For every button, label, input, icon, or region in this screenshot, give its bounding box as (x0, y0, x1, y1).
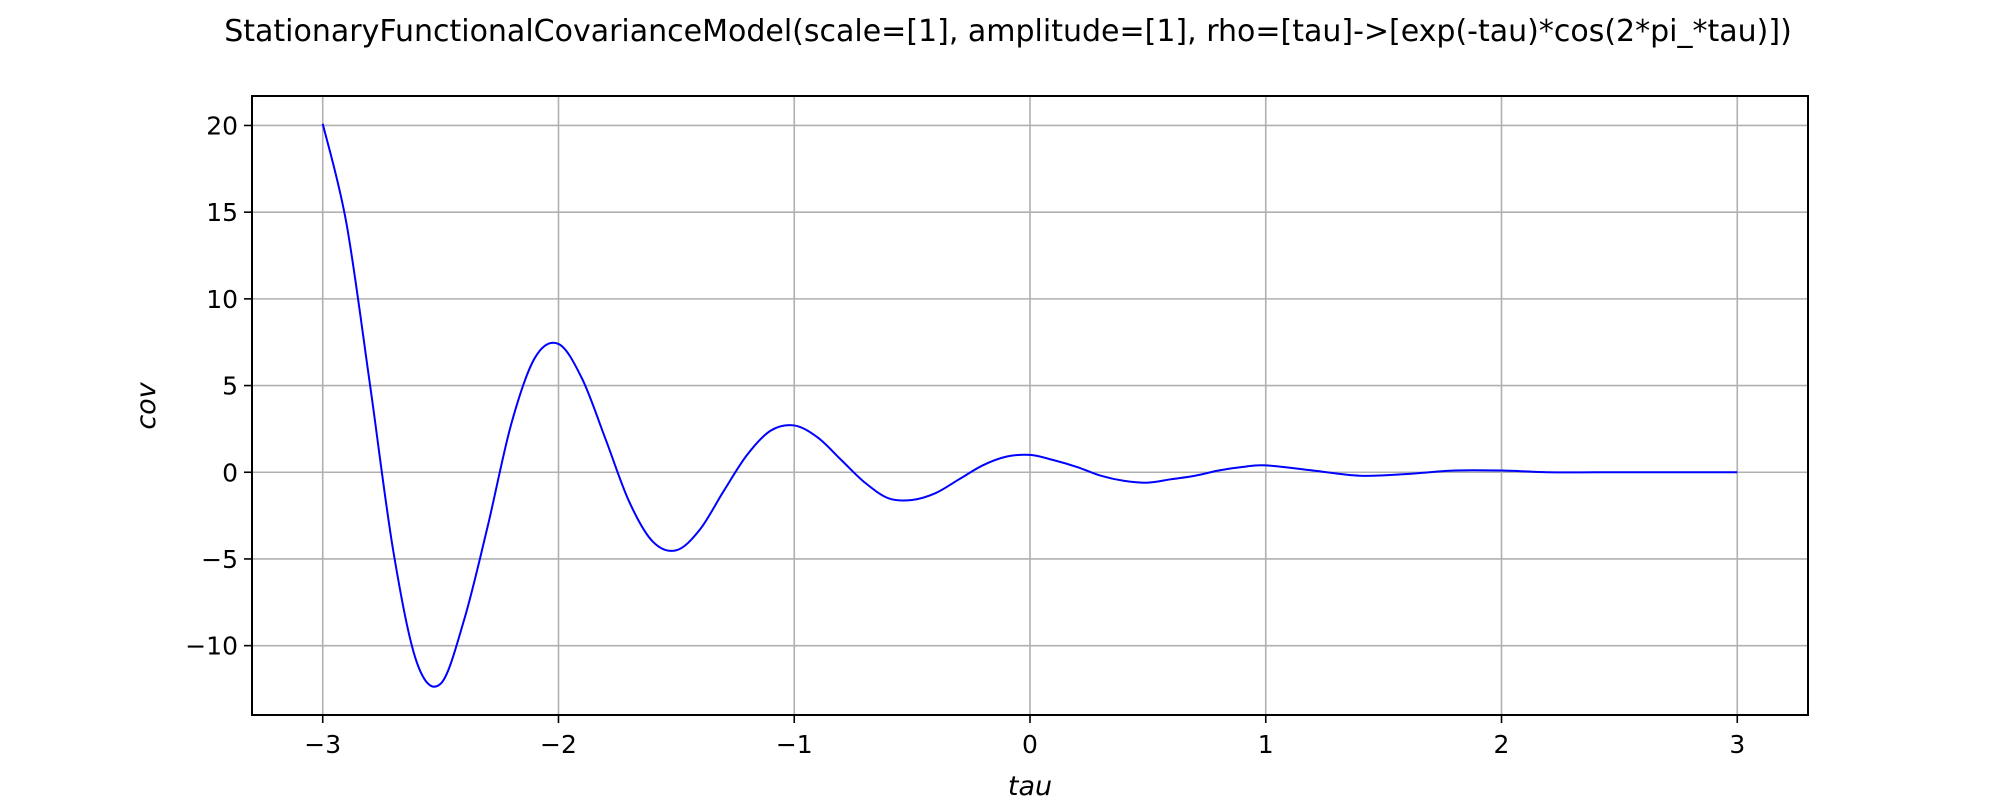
x-tick-label: 1 (1258, 730, 1274, 759)
y-tick-label: 10 (206, 285, 238, 314)
y-tick-label: 20 (206, 111, 238, 140)
x-tick-label: −1 (776, 730, 813, 759)
y-axis-label: cov (131, 381, 162, 429)
y-tick-label: 0 (222, 458, 238, 487)
x-tick-label: −3 (304, 730, 341, 759)
y-tick-label: 15 (206, 198, 238, 227)
x-axis-label: tau (1008, 771, 1052, 800)
y-tick-label: −10 (185, 632, 238, 661)
series-layer (321, 123, 1738, 688)
grid (252, 96, 1808, 715)
chart-title: StationaryFunctionalCovarianceModel(scal… (224, 14, 1792, 49)
y-tick-label: 5 (222, 372, 238, 401)
x-tick-label: −2 (540, 730, 577, 759)
plot-frame (251, 95, 1809, 716)
y-tick-label: −5 (201, 545, 238, 574)
series-line (321, 123, 1738, 688)
x-tick-label: 0 (1022, 730, 1038, 759)
x-tick-label: 2 (1494, 730, 1510, 759)
x-tick-label: 3 (1729, 730, 1745, 759)
